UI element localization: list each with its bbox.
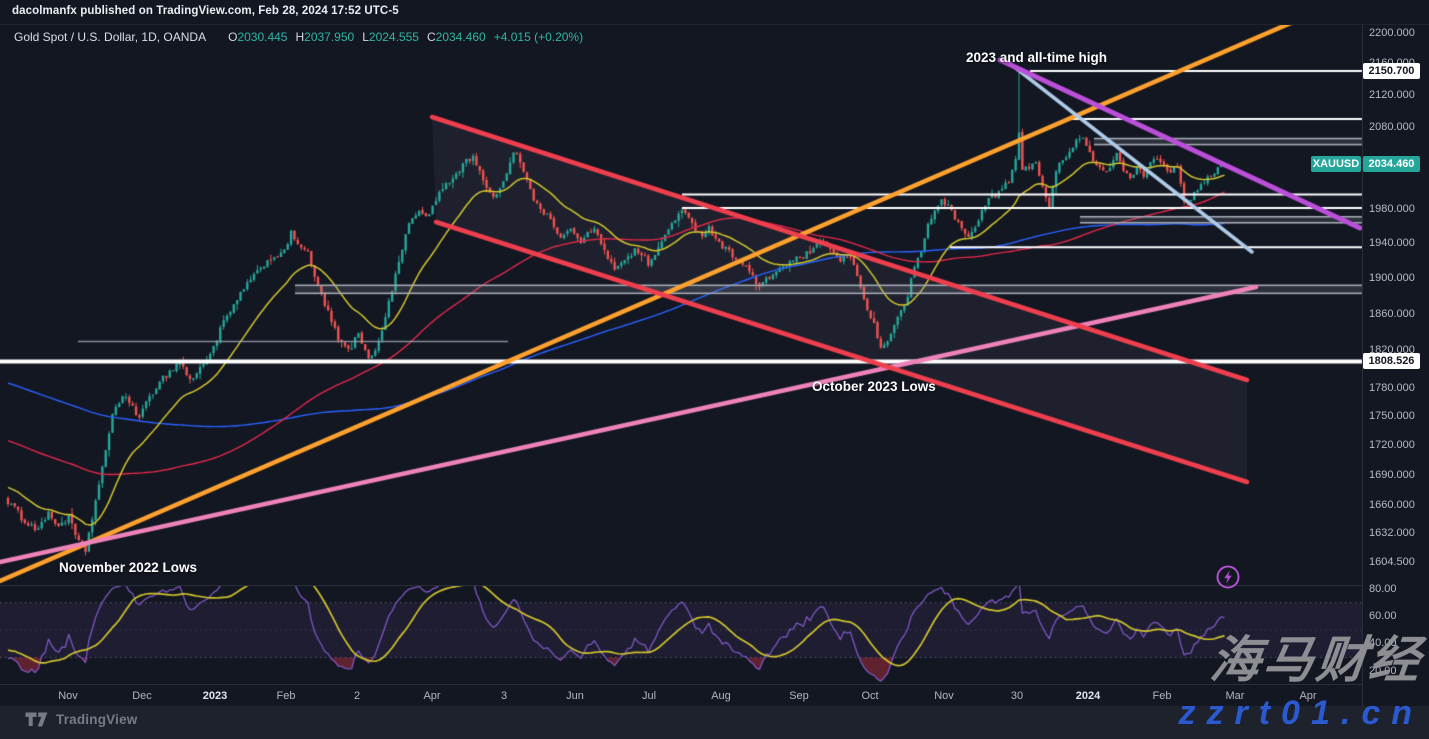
- symbol-header: Gold Spot / U.S. Dollar, 1D, OANDA O2030.…: [14, 30, 583, 44]
- time-axis[interactable]: Nov Dec 2023 Feb 2 Apr 3 Jun Jul Aug Sep Oct Nov 30 20…: [0, 684, 1362, 707]
- price-axis-tick: 2200.000: [1369, 26, 1415, 39]
- price-axis-tick: 1632.000: [1369, 527, 1415, 540]
- tradingview-logo-icon: [25, 712, 48, 727]
- rsi-axis-tick: 20.00: [1369, 664, 1397, 677]
- ohlc-values: O2030.445 H2037.950 L2024.555 C2034.460: [220, 30, 486, 44]
- ohlc-value: 2034.460: [435, 30, 486, 44]
- time-axis-label: Jul: [641, 690, 657, 702]
- ohlc-value: 2024.555: [368, 30, 419, 44]
- price-axis-tick: 2120.000: [1369, 88, 1415, 101]
- price-level-label-high: 2150.700: [1363, 62, 1420, 79]
- price-axis-tick: 1604.500: [1369, 555, 1415, 568]
- ohlc-key: L: [362, 30, 369, 44]
- price-axis-tick: 1660.000: [1369, 498, 1415, 511]
- time-axis-label: Jun: [566, 690, 584, 702]
- time-axis-label: Apr: [423, 690, 441, 702]
- time-axis-label: Mar: [1225, 690, 1245, 702]
- rsi-axis-tick: 40.00: [1369, 637, 1397, 650]
- price-axis-tick: 1780.000: [1369, 381, 1415, 394]
- annotation-november-2022-lows: November 2022 Lows: [59, 560, 198, 575]
- publish-info-link[interactable]: dacolmanfx published on TradingView.com,…: [12, 5, 399, 17]
- pane-divider[interactable]: [0, 585, 1362, 586]
- time-axis-label: 2023: [202, 690, 228, 702]
- time-axis-label: 2: [353, 690, 361, 702]
- price-axis-tick: 1860.000: [1369, 307, 1415, 320]
- symbol-price-tag: XAUUSD: [1311, 156, 1361, 173]
- ohlc-key: O: [228, 30, 238, 44]
- rsi-axis-tick: 60.00: [1369, 609, 1397, 622]
- footer-bar: [0, 706, 1429, 739]
- price-axis-tick: 1720.000: [1369, 439, 1415, 452]
- tradingview-attribution[interactable]: TradingView: [25, 712, 137, 727]
- ohlc-value: 2030.445: [237, 30, 288, 44]
- time-axis-label: Feb: [1152, 690, 1172, 702]
- rsi-axis-tick: 80.00: [1369, 582, 1397, 595]
- time-axis-label: Dec: [132, 690, 152, 702]
- boost-flash-icon[interactable]: [1215, 564, 1241, 595]
- time-axis-label: Nov: [934, 690, 954, 702]
- price-axis-tick: 1820.000: [1369, 344, 1415, 357]
- time-axis-label: 2024: [1075, 690, 1101, 702]
- time-axis-label: Feb: [276, 690, 296, 702]
- time-axis-label: Oct: [861, 690, 879, 702]
- time-axis-label: Apr: [1299, 690, 1317, 702]
- symbol-title[interactable]: Gold Spot / U.S. Dollar, 1D, OANDA: [14, 30, 207, 44]
- annotation-all-time-high: 2023 and all-time high: [966, 50, 1108, 65]
- tradingview-logo-text: TradingView: [56, 712, 138, 727]
- price-axis-tick: 2080.000: [1369, 120, 1415, 133]
- time-axis-label: Aug: [711, 690, 731, 702]
- ohlc-key: H: [295, 30, 305, 44]
- time-axis-label: Nov: [58, 690, 78, 702]
- watermark-url: zzrt01.cn: [1178, 694, 1423, 732]
- price-level-label-low: 1808.526: [1363, 353, 1420, 370]
- annotation-october-2023-lows: October 2023 Lows: [812, 379, 936, 394]
- ohlc-value: 2037.950: [304, 30, 355, 44]
- price-axis-tick: 1900.000: [1369, 272, 1415, 285]
- time-axis-label: 30: [1010, 690, 1024, 702]
- ohlc-key: C: [426, 30, 436, 44]
- price-axis-tick: 1980.000: [1369, 203, 1415, 216]
- price-axis-tick: 1940.000: [1369, 237, 1415, 250]
- time-axis-label: 3: [500, 690, 508, 702]
- current-price-label: 2034.460: [1363, 156, 1420, 173]
- top-bar: dacolmanfx published on TradingView.com,…: [0, 0, 1429, 25]
- price-axis-tick: 1690.000: [1369, 468, 1415, 481]
- price-axis-tick: 1750.000: [1369, 410, 1415, 423]
- change-value: +4.015 (+0.20%): [493, 30, 584, 44]
- watermark-cjk: 海马财经: [1207, 632, 1426, 688]
- time-axis-label: Sep: [789, 690, 809, 702]
